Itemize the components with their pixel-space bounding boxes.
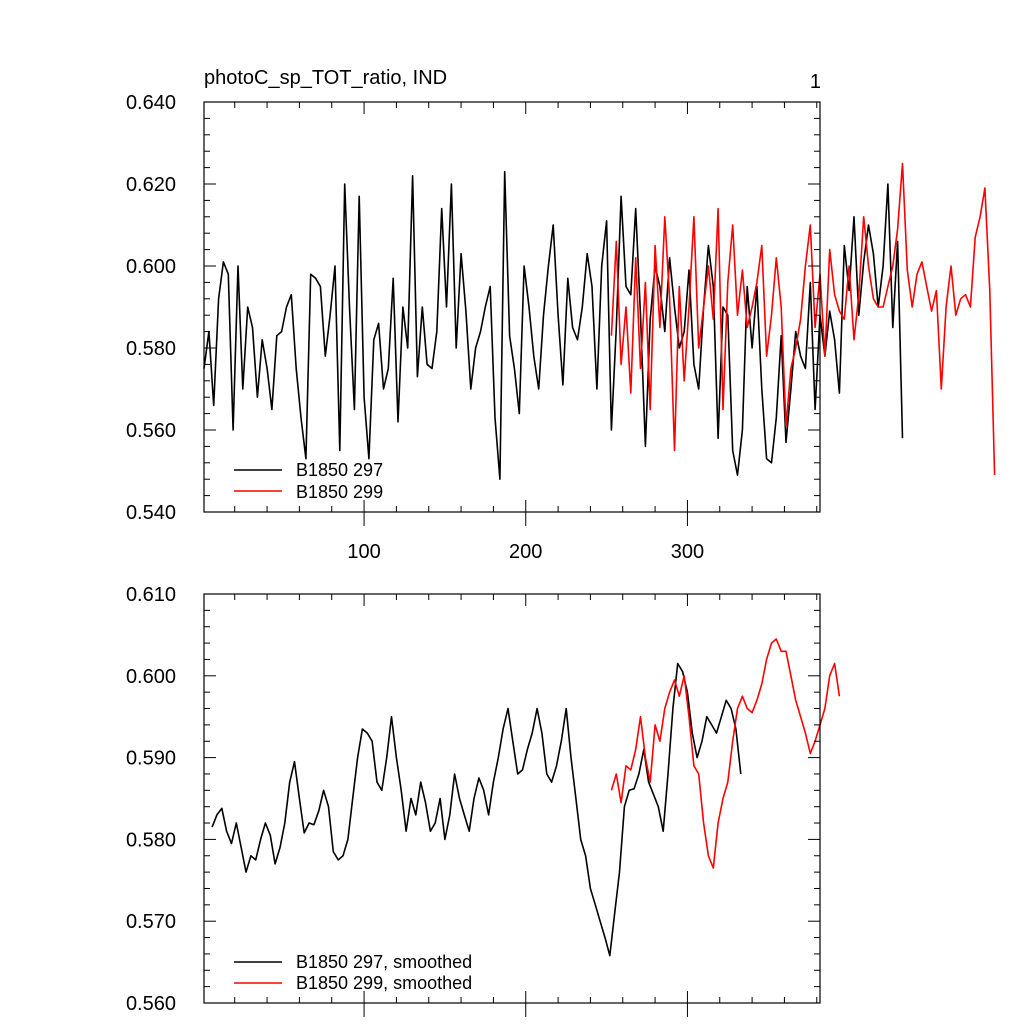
y-tick-label: 0.540 bbox=[126, 502, 176, 524]
bottom-axes: 0.560 0.570 0.580 0.590 0.600 0.610 bbox=[126, 584, 821, 1017]
x-tick-label: 200 bbox=[509, 541, 542, 563]
top-axes: 0.540 0.560 0.580 0.600 0.620 0.640 100 200 300 bbox=[126, 92, 821, 563]
bottom-series-group bbox=[211, 638, 841, 957]
series-line-top-0 bbox=[203, 170, 904, 481]
chart-title: photoC_sp_TOT_ratio, IND bbox=[204, 67, 447, 89]
panel-bottom: 0.560 0.570 0.580 0.590 0.600 0.610 B1850 297… bbox=[126, 584, 841, 1017]
legend-label-b1850-299-smoothed: B1850 299, smoothed bbox=[296, 973, 472, 993]
y-tick-label: 0.580 bbox=[126, 829, 176, 851]
y-tick-label: 0.640 bbox=[126, 92, 176, 114]
plot-frame-bottom bbox=[203, 593, 821, 1004]
series-line-bottom-0 bbox=[211, 662, 742, 957]
panel-top: photoC_sp_TOT_ratio, IND 1 0.5400.5600.5… bbox=[126, 67, 996, 563]
top-series-group bbox=[203, 162, 996, 481]
x-tick-label: 100 bbox=[347, 541, 380, 563]
y-tick-label: 0.560 bbox=[126, 420, 176, 442]
plot-frame-top bbox=[203, 101, 821, 513]
panel-label: 1 bbox=[810, 71, 821, 93]
top-legend: B1850 297 B1850 299 bbox=[234, 460, 383, 502]
x-tick-label: 300 bbox=[671, 541, 704, 563]
series-line-top-1 bbox=[610, 162, 996, 476]
legend-label-b1850-297: B1850 297 bbox=[296, 460, 383, 480]
y-tick-label: 0.620 bbox=[126, 174, 176, 196]
y-tick-label: 0.560 bbox=[126, 993, 176, 1015]
y-tick-label: 0.580 bbox=[126, 338, 176, 360]
y-tick-label: 0.590 bbox=[126, 748, 176, 770]
legend-label-b1850-297-smoothed: B1850 297, smoothed bbox=[296, 952, 472, 972]
bottom-legend: B1850 297, smoothed B1850 299, smoothed bbox=[234, 952, 472, 993]
y-tick-label: 0.610 bbox=[126, 584, 176, 606]
legend-label-b1850-299: B1850 299 bbox=[296, 482, 383, 502]
y-tick-label: 0.600 bbox=[126, 256, 176, 278]
series-line-bottom-1 bbox=[610, 638, 841, 869]
y-tick-label: 0.570 bbox=[126, 911, 176, 933]
y-tick-label: 0.600 bbox=[126, 666, 176, 688]
